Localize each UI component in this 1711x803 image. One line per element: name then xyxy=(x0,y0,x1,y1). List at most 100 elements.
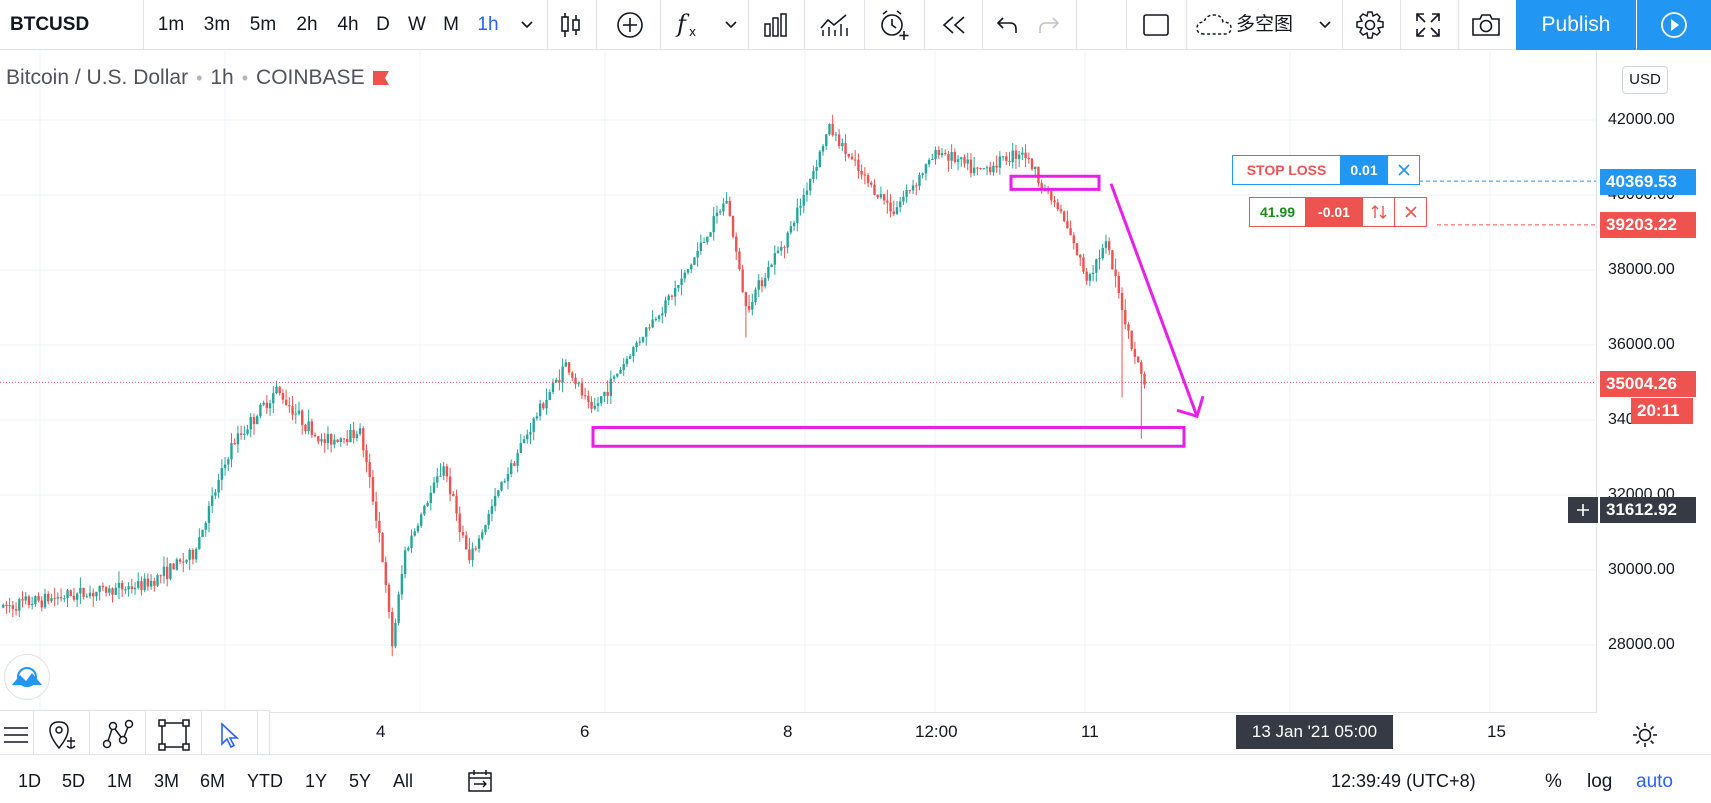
alert-button[interactable] xyxy=(872,0,916,50)
bar-style-button[interactable] xyxy=(553,0,587,50)
currency-button[interactable]: USD xyxy=(1622,66,1668,94)
cloud-layout-button[interactable] xyxy=(1194,0,1234,50)
timeframe-3m[interactable]: 3m xyxy=(203,14,231,35)
financials-button[interactable] xyxy=(756,0,796,50)
candle-body xyxy=(619,369,622,374)
redo-button[interactable] xyxy=(1032,0,1066,50)
candle-body xyxy=(580,383,584,396)
order-price-label: 39203.22 xyxy=(1600,212,1696,238)
range-1y[interactable]: 1Y xyxy=(305,771,328,791)
compare-add-button[interactable] xyxy=(610,0,650,50)
rectangle-tool[interactable] xyxy=(146,711,202,759)
price-chart[interactable] xyxy=(0,51,1596,712)
range-5d[interactable]: 5D xyxy=(62,771,86,791)
candle-body xyxy=(120,582,124,590)
candle-body xyxy=(860,170,863,175)
crosshair-price-label: 31612.92 xyxy=(1600,497,1696,523)
candle-body xyxy=(972,167,976,174)
last-price-label: 35004.26 xyxy=(1600,371,1696,397)
symbol-search-button[interactable]: BTCUSD xyxy=(0,0,144,50)
candle-body xyxy=(918,175,921,186)
timeframe-dropdown[interactable] xyxy=(514,0,540,50)
log-scale-button[interactable]: log xyxy=(1587,771,1613,792)
candle-body xyxy=(966,159,969,164)
candle-body xyxy=(767,267,770,279)
publish-button[interactable]: Publish xyxy=(1516,0,1636,50)
percent-scale-button[interactable]: % xyxy=(1545,771,1562,792)
location-anchor-tool[interactable] xyxy=(34,711,90,759)
cursor-arrow-icon xyxy=(220,722,239,749)
candle-body xyxy=(911,185,915,191)
candle-body xyxy=(712,216,715,233)
candle-body xyxy=(153,580,156,586)
candle-body xyxy=(1030,158,1034,169)
settings-button[interactable] xyxy=(1350,0,1390,50)
timeframe-d[interactable]: D xyxy=(376,14,390,35)
candle-body xyxy=(220,468,224,480)
fullscreen-button[interactable] xyxy=(1408,0,1448,50)
indicators-dropdown[interactable] xyxy=(718,0,744,50)
timeframe-1m[interactable]: 1m xyxy=(157,14,185,35)
stop-loss-qty[interactable]: 0.01 xyxy=(1341,156,1387,184)
candle-body xyxy=(239,433,243,435)
position-qty[interactable]: -0.01 xyxy=(1306,198,1362,226)
candle-body xyxy=(1066,221,1069,229)
candle-body xyxy=(702,242,706,244)
candle-body xyxy=(284,399,288,406)
range-6m[interactable]: 6M xyxy=(200,771,226,791)
candle-body xyxy=(1027,158,1030,160)
templates-button[interactable] xyxy=(812,0,856,50)
timeframe-5m[interactable]: 5m xyxy=(249,14,277,35)
timeframe-4h[interactable]: 4h xyxy=(337,14,359,35)
time-axis[interactable] xyxy=(0,712,1596,753)
candle-body xyxy=(191,549,195,560)
range-5y[interactable]: 5Y xyxy=(349,771,372,791)
layout-name[interactable]: 多空图 xyxy=(1236,14,1294,35)
position-order[interactable]: 41.99 -0.01 xyxy=(1249,197,1427,227)
layout-dropdown[interactable] xyxy=(1312,0,1338,50)
auto-scale-button[interactable]: auto xyxy=(1636,771,1673,792)
time-tick: 12:00 xyxy=(915,722,958,741)
candle-body xyxy=(407,548,410,551)
menu-button[interactable] xyxy=(0,711,34,759)
position-reverse-button[interactable] xyxy=(1362,198,1394,226)
position-close-button[interactable] xyxy=(1394,198,1426,226)
cursor-tool[interactable] xyxy=(202,711,258,759)
candle-body xyxy=(88,592,92,597)
timeframe-m[interactable]: M xyxy=(443,14,459,35)
axis-settings-button[interactable] xyxy=(1628,718,1662,752)
snapshot-button[interactable] xyxy=(1466,0,1506,50)
price-axis[interactable] xyxy=(1596,51,1711,713)
range-3m[interactable]: 3M xyxy=(154,771,180,791)
candle-body xyxy=(593,405,596,409)
clock-timezone[interactable]: 12:39:49 (UTC+8) xyxy=(1331,771,1476,791)
pattern-tool[interactable] xyxy=(90,711,146,759)
stop-loss-order[interactable]: STOP LOSS 0.01 xyxy=(1232,155,1420,185)
candle-body xyxy=(85,596,89,598)
tradingview-logo-button[interactable] xyxy=(4,654,50,700)
date-range-button[interactable] xyxy=(466,768,496,796)
range-ytd[interactable]: YTD xyxy=(247,771,283,791)
candle-body xyxy=(751,302,754,310)
fullscreen-rect-button[interactable] xyxy=(1136,0,1176,50)
range-1m[interactable]: 1M xyxy=(107,771,133,791)
play-button[interactable] xyxy=(1637,0,1711,50)
compare-add-icon xyxy=(617,12,643,38)
range-1d[interactable]: 1D xyxy=(18,771,42,791)
timeframe-w[interactable]: W xyxy=(408,14,426,35)
flag-icon[interactable] xyxy=(372,71,389,85)
range-all[interactable]: All xyxy=(393,771,414,791)
candle-body xyxy=(953,152,957,162)
candle-body xyxy=(905,190,908,197)
stop-loss-close-button[interactable] xyxy=(1387,156,1419,184)
timeframe-1h[interactable]: 1h xyxy=(477,14,499,35)
candle-body xyxy=(355,434,359,439)
add-order-button[interactable] xyxy=(1568,497,1598,523)
candle-body xyxy=(27,596,31,605)
replay-button[interactable] xyxy=(934,0,974,50)
undo-button[interactable] xyxy=(990,0,1024,50)
timeframe-2h[interactable]: 2h xyxy=(296,14,318,35)
candle-body xyxy=(934,149,937,159)
candle-body xyxy=(452,493,455,497)
